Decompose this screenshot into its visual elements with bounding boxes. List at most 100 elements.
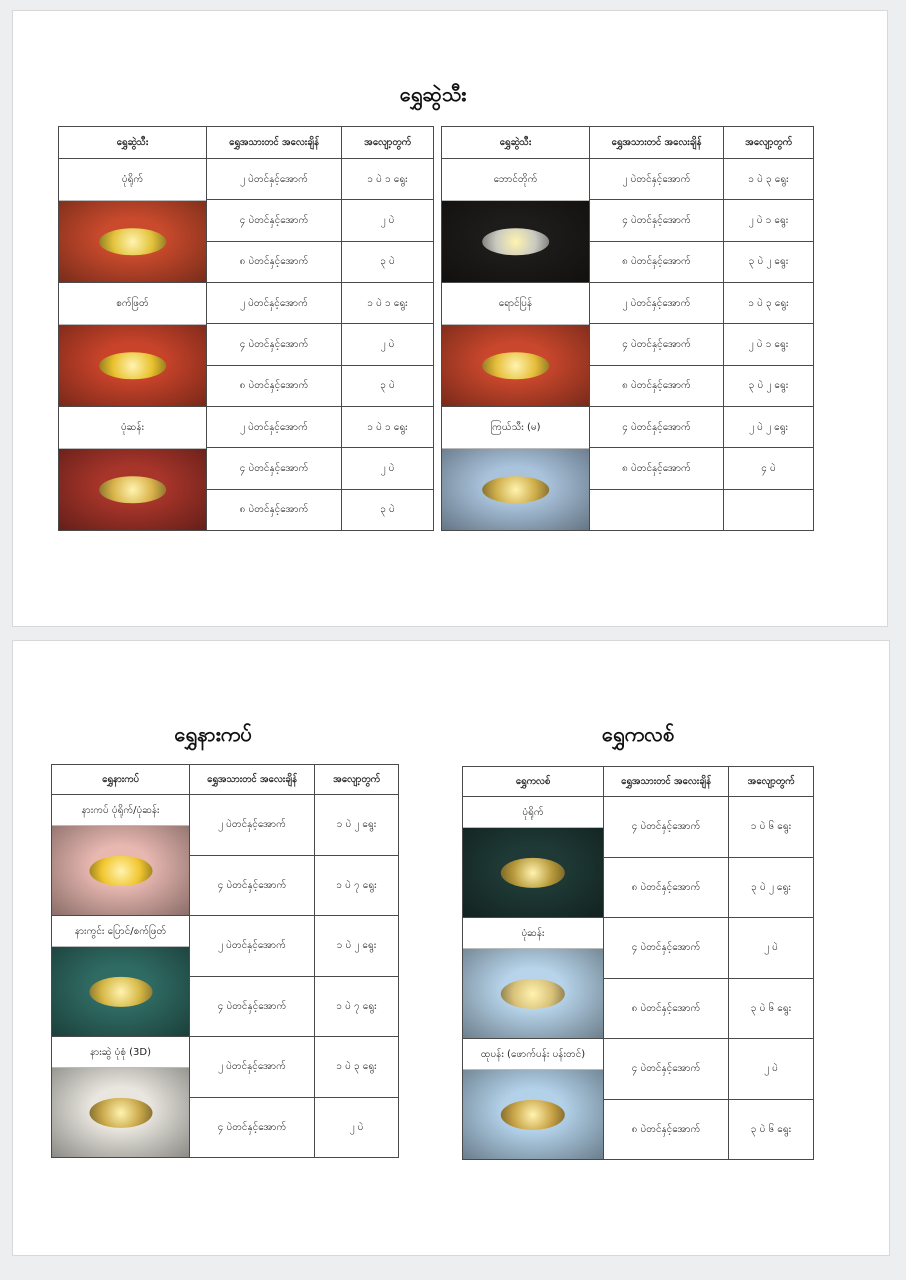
table-row: ၈ ပဲတင်နှင့်အောက်၄ ပဲ [442,447,814,490]
item-name: ပုံရိုက် [59,159,206,201]
deduction-cell: ၄ ပဲ [723,447,814,490]
weight-cell: ၂ ပဲတင်နှင့်အောက် [189,915,315,977]
deduction-cell: ၁ ပဲ ၃ ရွေး [723,157,814,201]
item-name: ဘောင်တိုက် [442,159,589,201]
jewelry-shape [98,475,167,504]
table-row: ၄ ပဲတင်နှင့်အောက်၂ ပဲ [59,323,434,366]
item-name: ပုံဆန်း [463,918,603,949]
table-row: ၄ ပဲတင်နှင့်အောက်၂ ပဲ [59,447,434,490]
weight-cell: ၈ ပဲတင်နှင့်အောက် [603,856,729,918]
table-row: ၄ ပဲတင်နှင့်အောက်၂ ပဲ ၁ ရွေး [442,199,814,242]
table-row: ၈ ပဲတင်နှင့်အောက်၃ ပဲ [59,488,434,532]
deduction-cell: ၁ ပဲ ၁ ရွေး [341,281,434,325]
table-row: ၈ ပဲတင်နှင့်အောက်၃ ပဲ ၂ ရွေး [442,240,814,284]
column-header: ရွှေအသားတင် အလေးချိန် [206,126,342,159]
jewelry-shape [481,227,550,256]
weight-cell: ၈ ပဲတင်နှင့်အောက် [603,1098,729,1160]
weight-cell: ၈ ပဲတင်နှင့်အောက် [206,240,342,284]
table-row: ၈ ပဲတင်နှင့်အောက်၃ ပဲ ၂ ရွေး [463,856,814,918]
column-header: အလျော့တွက် [723,126,814,159]
deduction-cell: ၃ ပဲ ၂ ရွေး [723,240,814,284]
item-cell: ကြယ်သီး (မ) [441,406,590,531]
weight-cell: ၂ ပဲတင်နှင့်အောက် [206,281,342,325]
jewelry-shape [500,1099,566,1130]
table-row: ၈ ပဲတင်နှင့်အောက်၃ ပဲ [59,240,434,284]
deduction-cell: ၁ ပဲ ၂ ရွေး [314,915,399,977]
table-row: နားကွင်း ပြောင်/စက်ဖြတ်၂ ပဲတင်နှင့်အောက်… [51,915,399,1037]
deduction-cell: ၃ ပဲ ၆ ရွေး [728,1098,814,1160]
gold-pendant-photo [59,449,206,530]
weight-cell: ၄ ပဲတင်နှင့်အောက် [589,323,724,366]
item-name: နားကွင်း ပြောင်/စက်ဖြတ် [52,916,189,947]
column-header: ရွှေအသားတင် အလေးချိန် [603,766,729,797]
item-cell: နားကပ် ပုံရိုက်/ပုံဆန်း [51,794,190,916]
jewelry-shape [500,857,566,888]
jewelry-shape [500,978,566,1009]
table-row: ကြယ်သီး (မ) ၄ ပဲတင်နှင့်အောက်၂ ပဲ ၂ ရွေး [441,405,814,531]
deduction-cell: ၃ ပဲ ၆ ရွေး [728,977,814,1039]
jewelry-shape [98,351,167,380]
gold-clip-photo [463,828,603,917]
item-cell: ဘောင်တိုက် [441,158,590,283]
item-cell: ပုံရိုက် [462,796,604,918]
table-row: နားဆွဲ ပုံစုံ (3D) ၂ ပဲတင်နှင့်အောက်၁ ပဲ … [51,1036,399,1158]
weight-cell: ၄ ပဲတင်နှင့်အောက် [189,854,315,916]
item-name: ရောင်ပြန် [442,283,589,325]
item-cell: နားဆွဲ ပုံစုံ (3D) [51,1036,190,1158]
price-table: ရွှေဆွဲသီး ရွှေအသားတင် အလေးချိန် အလျော့တွက… [58,126,434,532]
weight-cell: ၂ ပဲတင်နှင့်အောက် [589,281,724,325]
table-row: စက်ဖြတ်၂ ပဲတင်နှင့်အောက်၁ ပဲ ၁ ရွေး [58,281,434,407]
page-2: ရွှေနားကပ် ရွှေကလစ် ရွှေနားကပ် ရွှေအသားတင… [12,640,890,1256]
column-header: ရွှေအသားတင် အလေးချိန် [589,126,724,159]
deduction-cell: ၂ ပဲ [314,1096,399,1158]
weight-cell: ၂ ပဲတင်နှင့်အောက် [206,157,342,201]
table-row: ရောင်ပြန်၂ ပဲတင်နှင့်အောက်၁ ပဲ ၃ ရွေး [441,281,814,407]
jewelry-shape [88,976,153,1007]
column-header: ရွှေဆွဲသီး [58,126,207,159]
section-title-earrings: ရွှေနားကပ် [174,722,252,746]
item-name: ကြယ်သီး (မ) [442,407,589,449]
silver-pendants-photo [442,201,589,282]
item-name: နားဆွဲ ပုံစုံ (3D) [52,1037,189,1068]
jewelry-shape [88,1097,153,1128]
weight-cell: ၄ ပဲတင်နှင့်အောက် [206,199,342,242]
deduction-cell: ၂ ပဲ ၂ ရွေး [723,405,814,449]
deduction-cell: ၃ ပဲ ၂ ရွေး [723,364,814,408]
weight-cell: ၂ ပဲတင်နှင့်အောက် [189,1036,315,1098]
weight-cell: ၂ ပဲတင်နှင့်အောက် [589,157,724,201]
table-row [442,488,814,532]
price-table: ရွှေနားကပ် ရွှေအသားတင် အလေးချိန် အလျော့တွက… [51,764,399,1158]
item-name: ပုံဆန်း [59,407,206,449]
table-row: ပုံဆန်း၂ ပဲတင်နှင့်အောက်၁ ပဲ ၁ ရွေး [58,405,434,531]
gold-earring-photo [52,826,189,915]
deduction-cell: ၂ ပဲ [341,323,434,366]
jewelry-shape [88,855,153,886]
deduction-cell: ၁ ပဲ ၇ ရွေး [314,854,399,916]
item-cell: ပုံရိုက် [58,158,207,283]
weight-cell: ၄ ပဲတင်နှင့်အောက် [189,975,315,1037]
weight-cell: ၄ ပဲတင်နှင့်အောက် [206,447,342,490]
item-cell: စက်ဖြတ် [58,282,207,407]
deduction-cell: ၃ ပဲ [341,364,434,408]
column-header: ရွှေနားကပ် [51,764,190,795]
weight-cell: ၈ ပဲတင်နှင့်အောက် [589,240,724,284]
gold-hoop-earrings-photo [52,947,189,1036]
gold-clip-photo [463,949,603,1038]
page-1: ရွှေဆွဲသီး ရွှေဆွဲသီး ရွှေအသားတင် အလေးချိ… [12,10,888,627]
deduction-cell: ၂ ပဲ ၁ ရွေး [723,323,814,366]
gold-pendant-photo [59,325,206,406]
gold-buttons-photo [442,449,589,530]
item-cell: ရောင်ပြန် [441,282,590,407]
table-row: ၈ ပဲတင်နှင့်အောက်၃ ပဲ ၆ ရွေး [463,1098,814,1160]
jewelry-shape [481,351,550,380]
table-row: ပုံဆန်း၄ ပဲတင်နှင့်အောက်၂ ပဲ [462,917,814,1039]
deduction-cell: ၃ ပဲ [341,240,434,284]
table-row: ၈ ပဲတင်နှင့်အောက်၃ ပဲ ၆ ရွေး [463,977,814,1039]
header-row: ရွှေကလစ် ရွှေအသားတင် အလေးချိန် အလျော့တွက် [462,766,814,797]
weight-cell: ၂ ပဲတင်နှင့်အောက် [206,405,342,449]
weight-cell: ၈ ပဲတင်နှင့်အောက် [206,364,342,408]
table-row: ၄ ပဲတင်နှင့်အောက်၂ ပဲ ၁ ရွေး [442,323,814,366]
header-row: ရွှေဆွဲသီး ရွှေအသားတင် အလေးချိန် အလျော့တွက… [441,126,814,159]
weight-cell: ၂ ပဲတင်နှင့်အောက် [189,794,315,856]
item-name: နားကပ် ပုံရိုက်/ပုံဆန်း [52,795,189,826]
